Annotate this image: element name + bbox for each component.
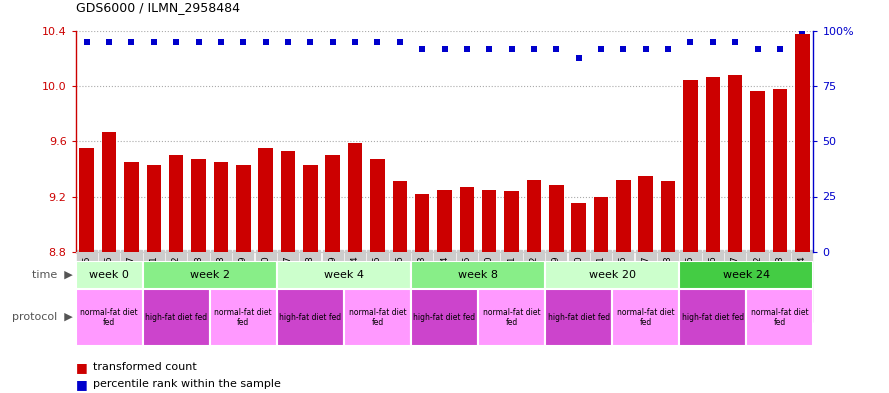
Bar <box>460 187 474 252</box>
Text: protocol  ▶: protocol ▶ <box>12 312 73 322</box>
Bar <box>795 34 810 252</box>
Bar <box>370 159 385 252</box>
Bar <box>679 261 813 289</box>
Text: week 0: week 0 <box>89 270 129 280</box>
Bar <box>259 148 273 252</box>
Text: high-fat diet fed: high-fat diet fed <box>279 313 341 322</box>
Bar <box>191 159 206 252</box>
Bar <box>661 181 676 252</box>
Bar <box>706 77 720 252</box>
Bar <box>124 162 139 252</box>
Bar <box>613 289 679 346</box>
Bar <box>325 155 340 252</box>
Text: normal-fat diet
fed: normal-fat diet fed <box>80 308 138 327</box>
Bar <box>478 289 545 346</box>
Text: normal-fat diet
fed: normal-fat diet fed <box>348 308 406 327</box>
Text: normal-fat diet
fed: normal-fat diet fed <box>751 308 809 327</box>
Text: week 20: week 20 <box>589 270 636 280</box>
Bar <box>393 181 407 252</box>
Text: normal-fat diet
fed: normal-fat diet fed <box>617 308 675 327</box>
Bar <box>415 194 429 252</box>
Bar <box>773 89 787 252</box>
Bar <box>276 261 411 289</box>
Text: high-fat diet fed: high-fat diet fed <box>413 313 476 322</box>
Text: week 2: week 2 <box>189 270 229 280</box>
Bar <box>169 155 183 252</box>
Bar <box>750 90 765 252</box>
Bar <box>210 289 276 346</box>
Text: week 8: week 8 <box>458 270 498 280</box>
Text: normal-fat diet
fed: normal-fat diet fed <box>483 308 541 327</box>
Bar <box>545 261 679 289</box>
Text: GDS6000 / ILMN_2958484: GDS6000 / ILMN_2958484 <box>76 1 239 14</box>
Bar <box>213 162 228 252</box>
Bar <box>728 75 742 252</box>
Bar <box>504 191 519 252</box>
Bar <box>437 190 452 252</box>
Bar <box>142 261 276 289</box>
Bar <box>482 190 496 252</box>
Bar <box>679 289 747 346</box>
Text: time  ▶: time ▶ <box>32 270 73 280</box>
Bar <box>79 148 94 252</box>
Bar <box>344 289 411 346</box>
Bar <box>683 79 698 252</box>
Text: week 24: week 24 <box>723 270 770 280</box>
Bar <box>411 261 545 289</box>
Bar <box>236 165 251 252</box>
Text: week 4: week 4 <box>324 270 364 280</box>
Text: normal-fat diet
fed: normal-fat diet fed <box>214 308 272 327</box>
Bar <box>348 143 363 252</box>
Bar <box>526 180 541 252</box>
Bar <box>102 132 116 252</box>
Text: transformed count: transformed count <box>93 362 197 373</box>
Bar <box>147 165 161 252</box>
Bar <box>276 289 344 346</box>
Text: high-fat diet fed: high-fat diet fed <box>548 313 610 322</box>
Text: percentile rank within the sample: percentile rank within the sample <box>93 379 281 389</box>
Text: ■: ■ <box>76 378 87 391</box>
Bar <box>411 289 478 346</box>
Bar <box>638 176 653 252</box>
Bar <box>142 289 210 346</box>
Bar <box>76 289 142 346</box>
Text: high-fat diet fed: high-fat diet fed <box>145 313 207 322</box>
Bar <box>281 151 295 252</box>
Bar <box>303 165 317 252</box>
Text: high-fat diet fed: high-fat diet fed <box>682 313 744 322</box>
Bar <box>616 180 630 252</box>
Bar <box>747 289 813 346</box>
Bar <box>594 196 608 252</box>
Bar <box>545 289 613 346</box>
Bar <box>76 261 142 289</box>
Bar <box>572 204 586 252</box>
Bar <box>549 185 564 252</box>
Text: ■: ■ <box>76 361 87 374</box>
